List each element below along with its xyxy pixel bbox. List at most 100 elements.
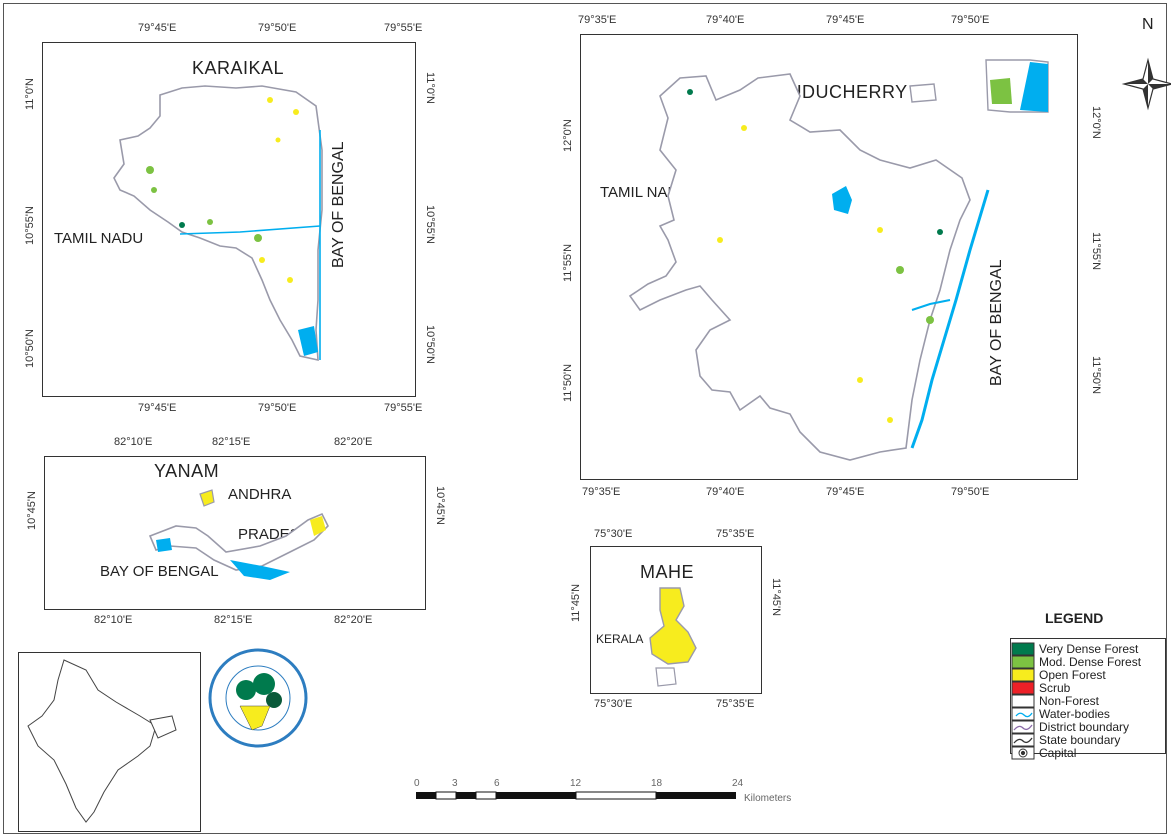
karaikal-bottom-tick: 79°50'E	[258, 402, 297, 414]
legend-label: Water-bodies	[1039, 707, 1110, 721]
forest-patch	[857, 377, 863, 383]
legend-title: LEGEND	[1045, 610, 1104, 626]
scale-segment	[475, 791, 497, 800]
puducherry-forest-patches	[687, 89, 943, 423]
legend-swatch-capital	[1011, 746, 1035, 760]
fsi-logo-tree	[236, 680, 256, 700]
puducherry-top-tick: 79°50'E	[951, 14, 990, 26]
legend-item: Open Forest	[1011, 668, 1106, 682]
yanam-land	[148, 489, 329, 580]
scale-tick-label: 18	[651, 778, 663, 789]
mahe-bottom-tick: 75°35'E	[716, 698, 755, 710]
karaikal-district-outline	[113, 85, 323, 362]
forest-patch	[287, 277, 293, 283]
puducherry-river	[911, 299, 951, 311]
yanam-title: YANAM	[154, 461, 220, 481]
puducherry-top-tick: 79°35'E	[578, 14, 617, 26]
mahe-bottom-tick: 75°30'E	[594, 698, 633, 710]
forest-patch	[741, 125, 747, 131]
puducherry-bottom-tick: 79°40'E	[706, 486, 745, 498]
puducherry-coast	[910, 189, 990, 449]
yanam-river	[230, 560, 290, 580]
forest-patch	[937, 229, 943, 235]
scale-tick-label: 24	[732, 778, 744, 789]
legend-label: Open Forest	[1039, 668, 1106, 682]
legend-item: Mod. Dense Forest	[1011, 655, 1141, 669]
legend-item: State boundary	[1011, 733, 1120, 747]
puducherry-bottom-tick: 79°35'E	[582, 486, 621, 498]
forest-patch	[259, 257, 265, 263]
scale-segment	[416, 792, 436, 799]
scale-bar	[416, 791, 736, 800]
yanam-bay-of-bengal-label: BAY OF BENGAL	[100, 563, 219, 580]
yanam-top-tick: 82°20'E	[334, 436, 373, 448]
yanam-top-tick: 82°10'E	[114, 436, 153, 448]
yanam-top-tick: 82°15'E	[212, 436, 251, 448]
north-arrow-fill	[1124, 60, 1171, 108]
karaikal-top-tick: 79°45'E	[138, 22, 177, 34]
legend-item: Scrub	[1011, 681, 1070, 695]
legend-item: District boundary	[1011, 720, 1129, 734]
scale-segment	[456, 792, 476, 799]
fsi-logo-tree	[253, 673, 275, 695]
karaikal-estuary	[298, 326, 318, 356]
puducherry-lake	[832, 186, 852, 214]
legend-box: Very Dense Forest Mod. Dense Forest Open…	[1010, 638, 1166, 760]
yanam-district-outline	[148, 512, 329, 571]
puducherry-title: PUDUCHERRY	[776, 82, 908, 102]
karaikal-bottom-tick: 79°55'E	[384, 402, 423, 414]
forest-patch	[179, 222, 185, 228]
legend-swatch-open	[1011, 668, 1035, 682]
forest-patch	[717, 237, 723, 243]
legend-item: Non-Forest	[1011, 694, 1099, 708]
scale-tick-label: 12	[570, 778, 582, 789]
legend-item: Very Dense Forest	[1011, 642, 1138, 656]
puducherry-district-outline	[628, 73, 971, 461]
legend-swatch-scrub	[1011, 681, 1035, 695]
legend-label: State boundary	[1039, 733, 1121, 747]
forest-patch	[275, 137, 281, 143]
yanam-bottom-tick: 82°10'E	[94, 614, 133, 626]
puducherry-top-tick: 79°40'E	[706, 14, 745, 26]
legend-swatch-state	[1011, 733, 1035, 747]
forest-patch	[877, 227, 883, 233]
forest-patch	[293, 109, 299, 115]
north-arrow-label: N	[1142, 16, 1154, 33]
mahe-district-outline	[649, 587, 697, 665]
forest-patch	[926, 316, 934, 324]
legend-label: Mod. Dense Forest	[1039, 655, 1142, 669]
yanam-enclave	[199, 489, 215, 507]
mahe-top-tick: 75°35'E	[716, 528, 755, 540]
fsi-logo-map	[239, 705, 271, 731]
forest-patch	[267, 97, 273, 103]
india-outline	[27, 659, 157, 823]
map-sheet	[3, 3, 1167, 834]
north-arrow	[1121, 57, 1171, 111]
yanam-andhra-label: ANDHRA	[228, 486, 292, 503]
scale-tick-label: 3	[452, 778, 458, 789]
puducherry-northern-forest	[990, 78, 1012, 104]
legend-item: Water-bodies	[1011, 707, 1110, 721]
puducherry-land	[628, 59, 1049, 461]
forest-patch	[887, 417, 893, 423]
puducherry-enclave	[909, 83, 937, 103]
mahe-south-enclave	[655, 667, 677, 687]
yanam-map-frame	[44, 456, 426, 610]
mahe-title: MAHE	[640, 562, 695, 582]
legend-label: Capital	[1039, 746, 1077, 760]
forest-patch	[254, 234, 262, 242]
yanam-east-forest	[310, 516, 326, 536]
karaikal-land	[113, 85, 323, 362]
karaikal-water-channel	[179, 225, 321, 235]
scale-tick-label: 0	[414, 778, 420, 789]
legend-item: Capital	[1011, 746, 1076, 760]
karaikal-forest-patches	[146, 97, 299, 283]
forest-patch	[687, 89, 693, 95]
forest-patch	[151, 187, 157, 193]
legend-label: District boundary	[1039, 720, 1130, 734]
puducherry-tamil-nadu-label: TAMIL NADU	[600, 184, 690, 201]
karaikal-title: KARAIKAL	[192, 58, 285, 78]
scale-segment	[435, 791, 457, 800]
yanam-bottom-tick: 82°20'E	[334, 614, 373, 626]
